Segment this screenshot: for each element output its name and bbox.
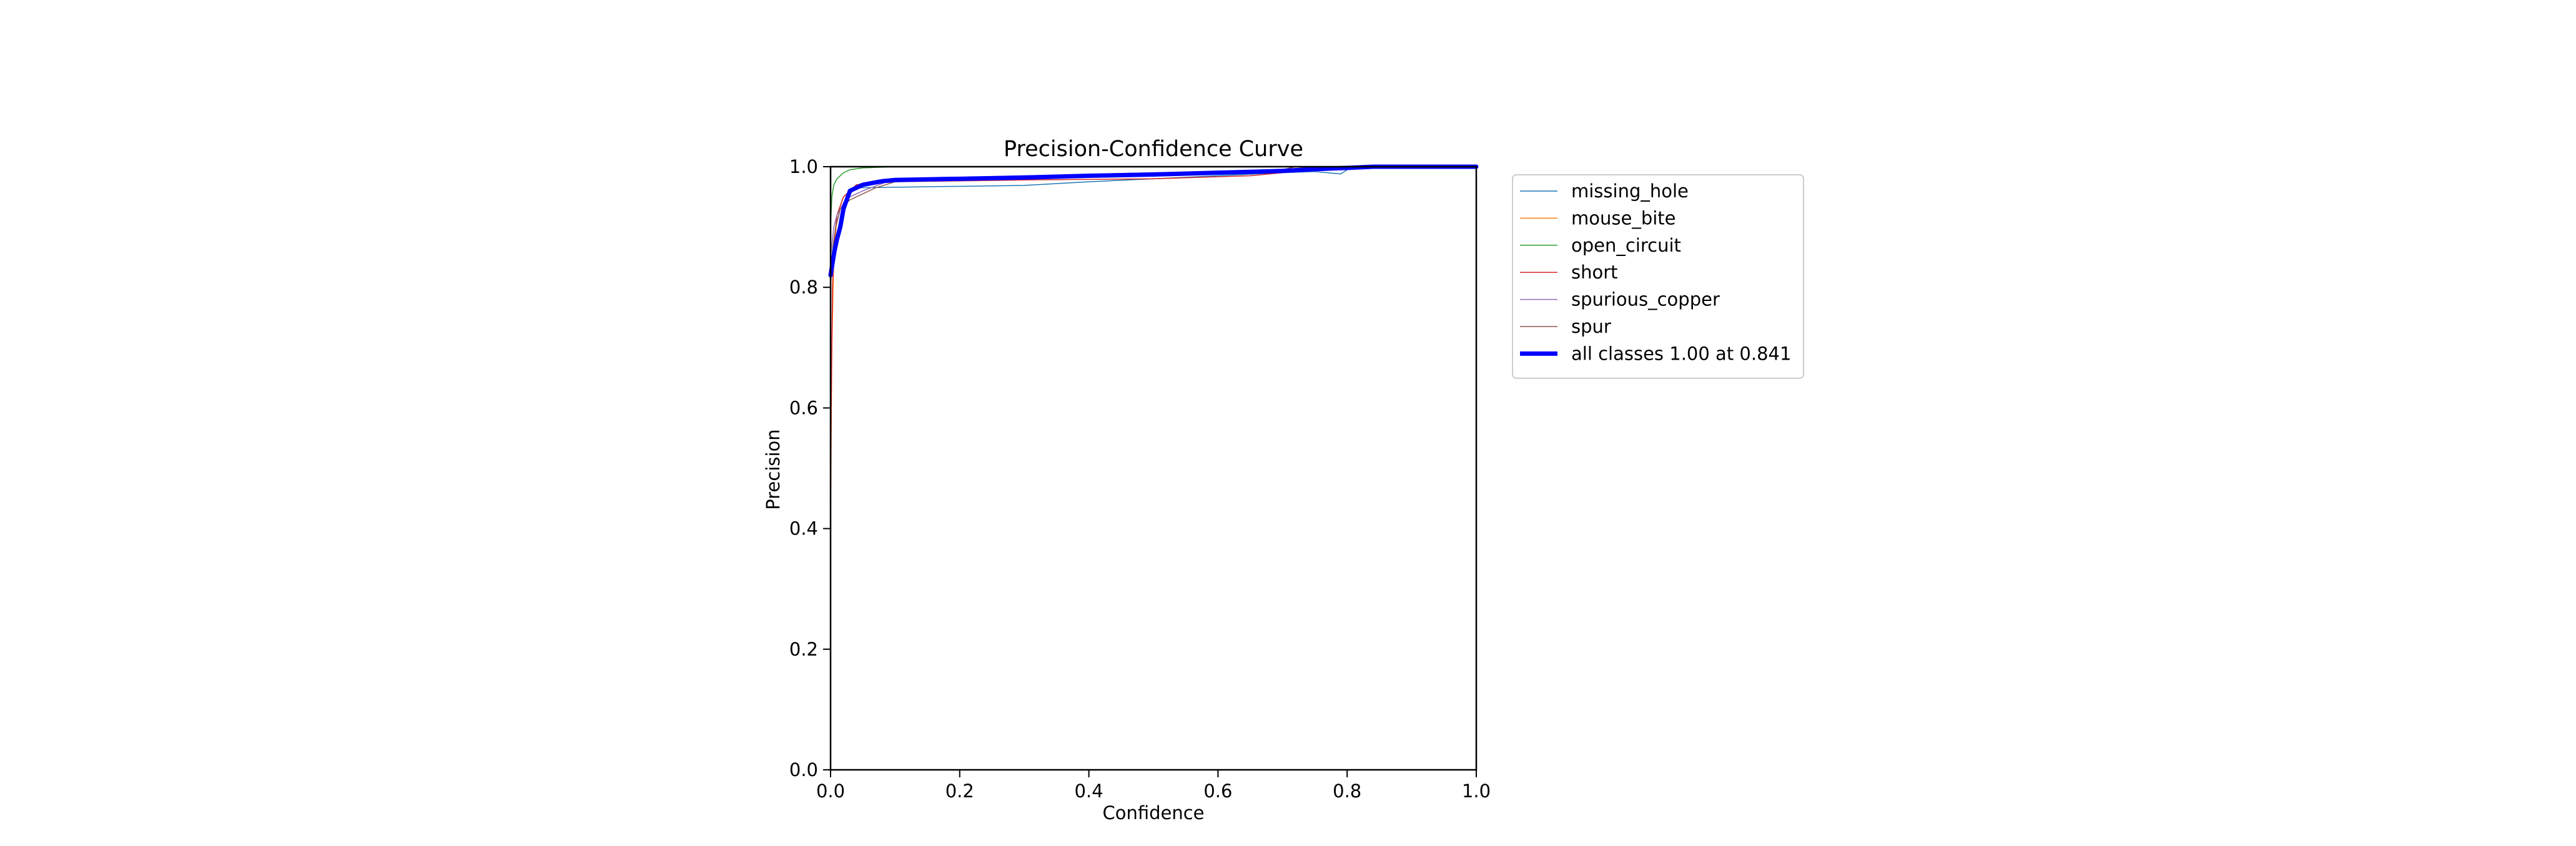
legend-label: spur — [1571, 316, 1611, 337]
y-tick-label: 0.8 — [789, 277, 818, 298]
x-tick-label: 0.0 — [816, 780, 845, 802]
legend-label: mouse_bite — [1571, 207, 1676, 229]
y-tick-label: 0.0 — [789, 759, 818, 780]
y-tick-label: 1.0 — [789, 156, 818, 177]
chart-title: Precision-Confidence Curve — [1004, 137, 1303, 162]
plot-area: 0.0 0.2 0.4 0.6 0.8 1.0 0.0 0.2 0.4 0.6 0.8 1.0 — [789, 156, 1491, 802]
legend-label: all classes 1.00 at 0.841 — [1571, 343, 1791, 364]
x-tick-label: 0.4 — [1075, 780, 1103, 802]
x-tick-label: 0.6 — [1203, 780, 1232, 802]
x-axis-label: Confidence — [1102, 802, 1204, 824]
x-tick-label: 0.2 — [945, 780, 974, 802]
legend-label: open_circuit — [1571, 235, 1681, 256]
legend-box — [1512, 174, 1804, 379]
legend-label: short — [1571, 262, 1618, 283]
legend-label: missing_hole — [1571, 180, 1689, 202]
x-tick-label: 1.0 — [1462, 780, 1491, 802]
axes-frame — [829, 165, 1478, 771]
x-tick-label: 0.8 — [1333, 780, 1361, 802]
legend-label: spurious_copper — [1571, 289, 1720, 310]
y-tick-label: 0.2 — [789, 639, 818, 660]
y-tick-label: 0.4 — [789, 518, 818, 539]
y-axis-label: Precision — [762, 429, 784, 509]
y-tick-label: 0.6 — [789, 397, 818, 418]
series-line-all — [828, 164, 1479, 278]
